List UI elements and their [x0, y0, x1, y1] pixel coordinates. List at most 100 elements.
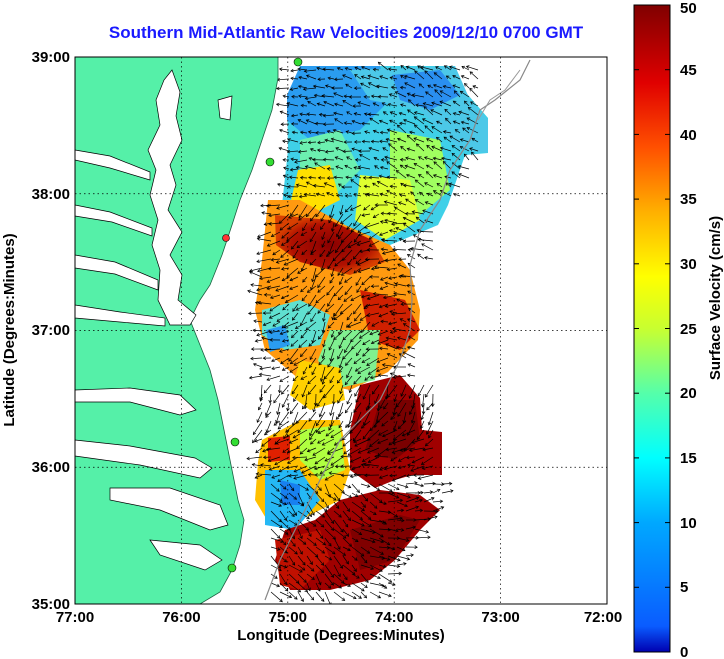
velocity-arrow-head: [321, 244, 325, 248]
velocity-arrow-head: [335, 165, 339, 169]
velocity-arrow-head: [369, 331, 373, 336]
velocity-arrow: [382, 102, 389, 107]
velocity-arrow: [422, 393, 425, 407]
velocity-arrow: [369, 420, 380, 431]
velocity-arrow: [418, 156, 425, 161]
velocity-arrow-head: [263, 431, 268, 436]
velocity-arrow-head: [458, 173, 462, 177]
velocity-arrow-head: [357, 101, 361, 105]
velocity-arrow: [341, 267, 353, 276]
velocity-arrow: [385, 303, 398, 307]
velocity-arrow: [289, 285, 299, 290]
velocity-arrow: [403, 323, 416, 332]
velocity-arrow-head: [384, 218, 388, 223]
velocity-arrow-head: [269, 295, 274, 299]
velocity-arrow: [315, 267, 326, 278]
velocity-arrow-head: [319, 378, 324, 382]
velocity-arrow-head: [422, 209, 426, 213]
velocity-arrow-head: [372, 291, 377, 296]
velocity-arrow: [469, 88, 479, 98]
velocity-arrow: [261, 438, 272, 447]
velocity-arrow: [362, 429, 371, 440]
velocity-arrow: [270, 492, 283, 502]
velocity-arrow: [418, 83, 425, 89]
velocity-arrow-head: [363, 225, 368, 229]
velocity-arrow: [388, 321, 398, 325]
velocity-arrow-head: [408, 411, 413, 416]
velocity-arrow: [252, 464, 263, 467]
velocity-arrow-head: [320, 569, 325, 573]
velocity-arrow: [287, 447, 299, 453]
velocity-arrow: [324, 555, 332, 561]
velocity-arrow: [431, 146, 443, 152]
velocity-arrow: [327, 447, 344, 455]
velocity-arrow-head: [463, 100, 468, 105]
velocity-arrow: [253, 320, 263, 323]
velocity-arrow: [387, 129, 398, 134]
velocity-arrow: [364, 222, 380, 229]
velocity-arrow-head: [392, 582, 396, 587]
velocity-arrow: [317, 429, 326, 434]
velocity-arrow: [355, 393, 362, 403]
velocity-arrow: [421, 411, 425, 420]
velocity-arrow-head: [329, 279, 333, 284]
velocity-arrow-head: [397, 458, 402, 462]
velocity-arrow: [290, 402, 299, 414]
velocity-arrow: [453, 112, 461, 116]
velocity-arrow-head: [384, 258, 389, 263]
x-tick-label: 74:00: [375, 609, 413, 626]
velocity-arrow: [294, 159, 308, 163]
velocity-arrow-head: [432, 156, 437, 161]
velocity-arrow: [290, 69, 299, 72]
velocity-arrow-head: [289, 277, 294, 282]
velocity-arrow-head: [293, 496, 298, 500]
velocity-arrow: [407, 254, 416, 260]
velocity-arrow-head: [444, 175, 448, 179]
velocity-arrow-head: [283, 501, 288, 506]
velocity-arrow: [458, 173, 470, 179]
velocity-arrow: [315, 501, 328, 512]
velocity-arrow: [427, 193, 434, 197]
velocity-arrow-head: [360, 75, 365, 79]
velocity-arrow: [252, 429, 263, 443]
velocity-arrow-head: [423, 106, 428, 110]
velocity-arrow: [379, 140, 389, 143]
velocity-arrow-head: [363, 462, 367, 467]
velocity-arrow: [342, 591, 357, 599]
colorbar-tick-label: 40: [680, 127, 697, 144]
velocity-arrow-head: [423, 156, 428, 160]
velocity-arrow-head: [330, 527, 335, 531]
velocity-arrow-head: [254, 301, 259, 305]
velocity-arrow: [290, 204, 299, 216]
velocity-arrow-head: [439, 189, 444, 194]
velocity-arrow-head: [425, 138, 430, 142]
velocity-arrow: [273, 420, 281, 426]
velocity-arrow-head: [307, 100, 311, 105]
velocity-arrow-head: [354, 74, 358, 78]
velocity-arrow-head: [383, 200, 388, 204]
velocity-arrow-head: [403, 562, 407, 566]
velocity-arrow: [368, 366, 380, 375]
velocity-arrow: [353, 167, 362, 170]
velocity-arrow-head: [279, 331, 284, 336]
velocity-arrow: [321, 231, 326, 240]
velocity-arrow-head: [277, 182, 281, 187]
velocity-arrow-head: [361, 121, 365, 126]
velocity-arrow-head: [256, 251, 260, 256]
velocity-arrow: [345, 67, 353, 71]
velocity-arrow-head: [333, 316, 338, 321]
velocity-arrow-head: [313, 542, 317, 546]
velocity-arrow: [445, 182, 452, 188]
velocity-arrow: [338, 339, 344, 349]
velocity-arrow: [382, 239, 398, 242]
velocity-arrow-head: [336, 497, 341, 502]
velocity-arrow: [265, 411, 272, 418]
velocity-arrow: [464, 100, 470, 107]
velocity-arrow: [395, 283, 407, 287]
velocity-arrow: [303, 87, 317, 90]
velocity-arrow-head: [386, 189, 390, 194]
velocity-arrow-head: [425, 91, 429, 95]
velocity-arrow-head: [360, 425, 365, 429]
velocity-arrow: [362, 141, 371, 143]
velocity-arrow: [276, 312, 290, 322]
